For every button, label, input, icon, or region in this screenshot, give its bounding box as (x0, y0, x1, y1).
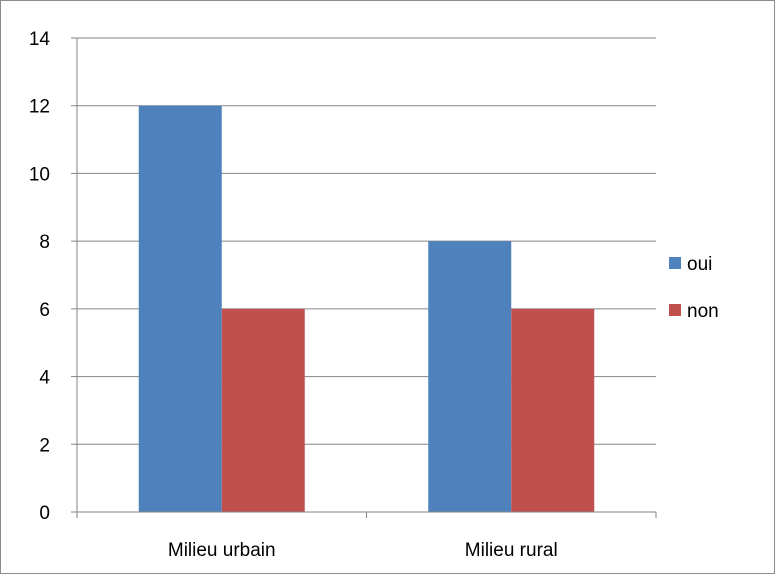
bars (138, 105, 595, 512)
legend-swatch-non (669, 304, 681, 316)
legend-swatch-oui (669, 257, 681, 269)
y-tick-label: 10 (29, 164, 50, 185)
y-tick-label: 14 (29, 29, 51, 50)
bar-non-1 (511, 308, 595, 512)
bar-oui-1 (428, 241, 512, 512)
y-tick-label: 6 (39, 300, 50, 321)
y-tick-label: 8 (39, 232, 50, 253)
y-tick-label: 4 (39, 368, 50, 389)
legend-label-oui: oui (687, 254, 712, 275)
bar-oui-0 (138, 105, 222, 512)
x-category-label: Milieu urbain (168, 540, 276, 561)
axes: 0 2 4 6 8 10 12 14 Milieu urbain Milieu rural (29, 29, 657, 561)
y-tick-label: 2 (39, 435, 50, 456)
y-tick-label: 0 (39, 503, 50, 524)
x-category-label: Milieu rural (465, 540, 558, 561)
y-tick-label: 12 (29, 97, 50, 118)
bar-non-0 (221, 308, 305, 512)
legend: oui non (669, 254, 719, 322)
legend-label-non: non (687, 301, 719, 322)
